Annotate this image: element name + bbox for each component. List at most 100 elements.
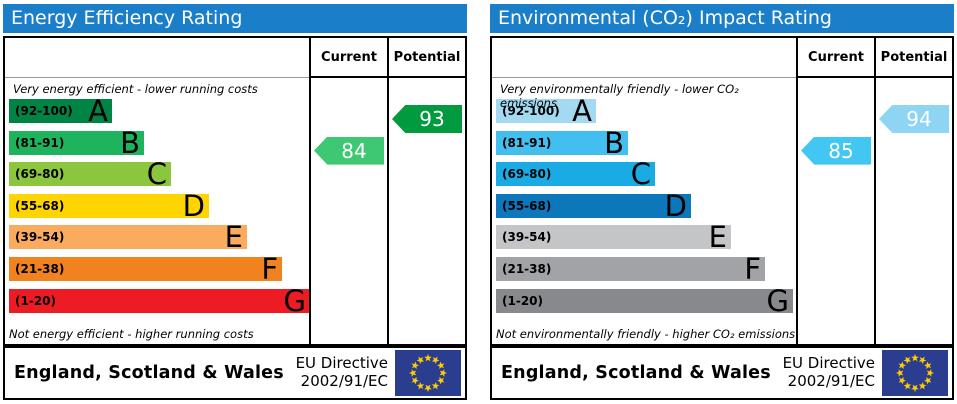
rating-band-row: (21-38) F	[9, 251, 309, 286]
energy-bottom-caption: Not energy efficient - higher running co…	[9, 327, 254, 341]
eu-flag-icon	[395, 350, 461, 396]
band-letter: B	[120, 125, 140, 160]
energy-potential-column-header: Potential	[387, 38, 465, 78]
band-range-label: (81-91)	[502, 135, 552, 150]
rating-band-bar: (21-38) F	[9, 251, 282, 286]
rating-band-bar: (69-80) C	[9, 157, 171, 192]
co2-bottom-caption: Not environmentally friendly - higher CO…	[496, 327, 796, 341]
band-letter: G	[766, 283, 789, 318]
co2-current-rating-value: 85	[828, 138, 854, 163]
energy-bands-area: Very energy efficient - lower running co…	[5, 78, 309, 344]
co2-footer-region: England, Scotland & Wales	[501, 363, 771, 383]
band-letter: C	[146, 157, 167, 192]
eu-directive-line2: 2002/91/EC	[300, 372, 388, 390]
co2-current-column-header: Current	[796, 38, 874, 78]
rating-band-row: (92-100) A	[496, 94, 796, 128]
rating-band-bar: (81-91) B	[496, 125, 628, 160]
band-range-label: (21-38)	[502, 261, 552, 276]
rating-band-bar: (92-100) A	[496, 94, 596, 128]
rating-band-row: (81-91) B	[496, 125, 796, 160]
co2-header-spacer	[492, 38, 796, 78]
co2-eu-directive: EU Directive 2002/91/EC	[783, 355, 875, 390]
co2-current-rating-arrow: 85	[801, 136, 871, 165]
band-letter: A	[88, 94, 108, 128]
energy-current-column-header: Current	[309, 38, 387, 78]
band-letter: D	[182, 188, 205, 223]
band-letter: D	[664, 188, 687, 223]
co2-current-column: 85	[796, 78, 874, 344]
band-range-label: (21-38)	[15, 261, 65, 276]
energy-header-spacer	[5, 38, 309, 78]
rating-band-bar: (81-91) B	[9, 125, 144, 160]
rating-band-row: (81-91) B	[9, 125, 309, 160]
co2-rating-table: Current Potential Very environmentally f…	[490, 36, 954, 346]
energy-current-rating-value: 84	[341, 138, 367, 163]
co2-potential-column-header: Potential	[874, 38, 952, 78]
rating-band-row: (69-80) C	[496, 157, 796, 192]
band-letter: E	[224, 220, 243, 255]
co2-potential-rating-arrow: 94	[879, 105, 949, 133]
band-range-label: (39-54)	[15, 230, 65, 245]
rating-band-bar: (1-20) G	[496, 283, 793, 318]
band-range-label: (55-68)	[15, 198, 65, 213]
energy-rating-table: Current Potential Very energy efficient …	[3, 36, 467, 346]
eu-directive-line1: EU Directive	[782, 354, 875, 373]
energy-panel-title: Energy Efficiency Rating	[3, 4, 467, 33]
environmental-impact-panel: Environmental (CO₂) Impact Rating Curren…	[490, 4, 954, 400]
band-range-label: (39-54)	[502, 230, 552, 245]
co2-potential-column: 94	[874, 78, 952, 344]
band-range-label: (69-80)	[15, 167, 65, 182]
energy-footer: England, Scotland & Wales EU Directive 2…	[3, 346, 467, 400]
rating-band-bar: (55-68) D	[9, 188, 209, 223]
band-range-label: (1-20)	[15, 293, 56, 308]
rating-band-row: (55-68) D	[9, 188, 309, 223]
energy-potential-column: 93	[387, 78, 465, 344]
energy-footer-region: England, Scotland & Wales	[14, 363, 284, 383]
band-letter: A	[572, 94, 592, 128]
rating-band-bar: (69-80) C	[496, 157, 655, 192]
energy-potential-rating-arrow: 93	[392, 105, 462, 133]
rating-band-row: (1-20) G	[9, 283, 309, 318]
eu-flag-icon	[882, 350, 948, 396]
rating-band-row: (39-54) E	[496, 220, 796, 255]
energy-efficiency-panel: Energy Efficiency Rating Current Potenti…	[3, 4, 467, 400]
energy-potential-rating-value: 93	[419, 107, 445, 131]
band-letter: G	[283, 283, 306, 318]
band-letter: B	[604, 125, 624, 160]
co2-panel-title: Environmental (CO₂) Impact Rating	[490, 4, 954, 33]
co2-potential-rating-value: 94	[906, 107, 932, 131]
rating-band-bar: (39-54) E	[9, 220, 247, 255]
rating-band-row: (21-38) F	[496, 251, 796, 286]
energy-current-column: 84	[309, 78, 387, 344]
co2-footer: England, Scotland & Wales EU Directive 2…	[490, 346, 954, 400]
band-letter: E	[708, 220, 727, 255]
rating-band-bar: (21-38) F	[496, 251, 765, 286]
rating-band-row: (92-100) A	[9, 94, 309, 128]
co2-bands: (92-100) A (81-91) B (69-80) C (55-68) D…	[496, 94, 796, 318]
co2-bands-area: Very environmentally friendly - lower CO…	[492, 78, 796, 344]
energy-bands: (92-100) A (81-91) B (69-80) C (55-68) D…	[9, 94, 309, 318]
co2-top-caption: Very environmentally friendly - lower CO…	[500, 82, 739, 110]
rating-band-bar: (39-54) E	[496, 220, 731, 255]
band-range-label: (92-100)	[502, 104, 560, 118]
rating-band-row: (69-80) C	[9, 157, 309, 192]
rating-band-bar: (92-100) A	[9, 94, 112, 128]
rating-band-bar: (55-68) D	[496, 188, 691, 223]
band-range-label: (92-100)	[15, 104, 73, 118]
rating-band-row: (1-20) G	[496, 283, 796, 318]
band-range-label: (69-80)	[502, 167, 552, 182]
band-range-label: (55-68)	[502, 198, 552, 213]
energy-eu-directive: EU Directive 2002/91/EC	[296, 355, 388, 390]
band-letter: F	[261, 251, 278, 286]
eu-directive-line2: 2002/91/EC	[787, 372, 875, 390]
energy-top-caption: Very energy efficient - lower running co…	[13, 82, 258, 96]
rating-band-row: (39-54) E	[9, 220, 309, 255]
band-range-label: (81-91)	[15, 135, 65, 150]
rating-band-row: (55-68) D	[496, 188, 796, 223]
band-range-label: (1-20)	[502, 293, 543, 308]
band-letter: F	[744, 251, 761, 286]
energy-current-rating-arrow: 84	[314, 136, 384, 165]
band-letter: C	[630, 157, 651, 192]
rating-band-bar: (1-20) G	[9, 283, 309, 318]
